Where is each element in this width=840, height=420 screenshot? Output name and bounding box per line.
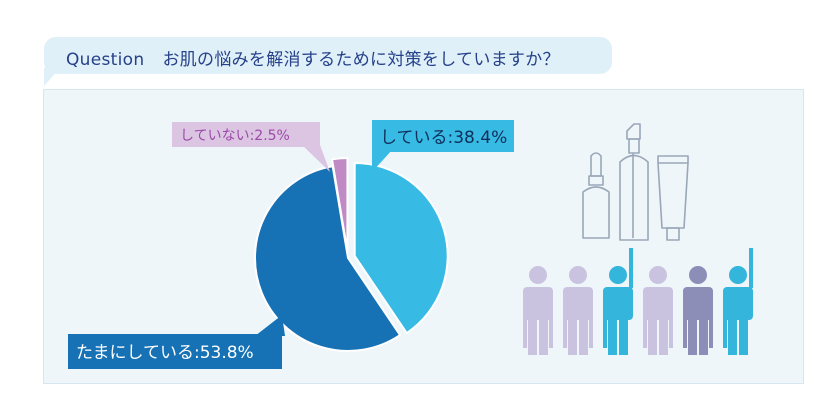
- question-bubble-tail: [44, 68, 60, 86]
- question-bubble: [44, 37, 612, 74]
- callout-box: [172, 122, 320, 147]
- person-icon: [523, 266, 553, 355]
- person-raising-hand-icon: [723, 248, 753, 355]
- spray-bottle-icon: [619, 123, 649, 241]
- person-icon: [643, 266, 673, 355]
- pie-slice-shiteiru: [353, 161, 449, 335]
- slice-label-shiteiru-text: している:38.4%: [380, 128, 507, 148]
- person-icon: [563, 266, 593, 355]
- slice-label-tamanishiteiru: たまにしている:53.8%: [68, 315, 285, 369]
- pie-chart: [254, 157, 449, 352]
- pie-slice-shiteinai: [330, 157, 349, 252]
- person-raising-hand-icon: [603, 248, 633, 355]
- callout-pointer: [255, 315, 285, 336]
- people-icon: [523, 248, 753, 355]
- slice-label-shiteinai: していない:2.5%: [172, 122, 330, 172]
- callout-pointer: [302, 145, 330, 172]
- question-text: お肌の悩みを解消するために対策をしていますか？: [162, 50, 560, 70]
- callout-box: [372, 120, 514, 152]
- callout-box: [68, 334, 282, 369]
- tube-icon: [657, 155, 689, 241]
- person-icon: [683, 266, 713, 355]
- slice-label-tamanishiteiru-text: たまにしている:53.8%: [76, 343, 254, 363]
- pie-slice-tamanishiteiru: [254, 165, 402, 352]
- slice-label-shiteiru: している:38.4%: [372, 120, 514, 172]
- slice-label-shiteinai-text: していない:2.5%: [180, 128, 290, 144]
- question-label: Question: [66, 50, 145, 70]
- callout-pointer: [372, 150, 392, 172]
- skincare-bottles: [582, 123, 689, 241]
- dropper-bottle-icon: [582, 152, 610, 239]
- question-heading: Question お肌の悩みを解消するために対策をしていますか？: [66, 45, 560, 70]
